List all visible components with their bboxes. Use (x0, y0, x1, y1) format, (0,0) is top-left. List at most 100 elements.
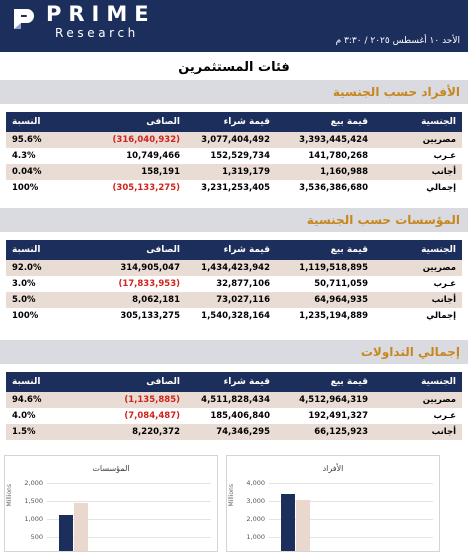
col-nationality: الجنسية (374, 112, 462, 132)
gridline (47, 537, 211, 538)
institutions-chart: المؤسسات Millions 2,000 1,500 1,000 500 (4, 455, 218, 552)
y-tick-label: 1,000 (24, 515, 43, 523)
cell-nationality: أجانب (374, 164, 462, 180)
cell-buy: 185,406,840 (210, 411, 270, 421)
cell-ratio: 100% (12, 183, 39, 193)
chart-ylabel: Millions (228, 484, 235, 507)
cell-sell: 3,536,386,680 (299, 183, 368, 193)
cell-net: (316,040,932) (86, 132, 186, 148)
cell-ratio: 4.0% (12, 411, 36, 421)
cell-sell: 1,235,194,889 (299, 311, 368, 321)
cell-nationality: عـرب (433, 411, 456, 421)
col-sell: قيمة بيع (276, 372, 374, 392)
cell-net: 8,062,181 (86, 292, 186, 308)
cell-net: 158,191 (86, 164, 186, 180)
institutions-table: النسبة الصافى قيمة شراء قيمة بيع الجنسية… (6, 240, 462, 324)
table-row: 3.0% (17,833,953) 32,877,106 50,711,059 … (6, 276, 462, 292)
y-tick-label: 1,000 (246, 533, 265, 541)
cell-buy: 4,511,828,434 (186, 392, 276, 408)
cell-ratio: 4.3% (12, 151, 36, 161)
y-tick-label: 2,000 (246, 515, 265, 523)
cell-buy: 1,434,423,942 (186, 260, 276, 276)
table-row-total: 100% (305,133,275) 3,231,253,405 3,536,3… (6, 180, 462, 196)
cell-buy: 1,540,328,164 (201, 311, 270, 321)
table-row: 4.3% 10,749,466 152,529,734 141,780,268 … (6, 148, 462, 164)
cell-buy: 73,027,116 (186, 292, 276, 308)
cell-ratio: 100% (12, 311, 39, 321)
individuals-table: النسبة الصافى قيمة شراء قيمة بيع الجنسية… (6, 112, 462, 196)
cell-ratio: 3.0% (12, 279, 36, 289)
cell-nationality: أجانب (374, 292, 462, 308)
total-trading-table: النسبة الصافى قيمة شراء قيمة بيع الجنسية… (6, 372, 462, 440)
y-tick-label: 3,000 (246, 497, 265, 505)
cell-sell: 64,964,935 (276, 292, 374, 308)
cell-nationality: عـرب (433, 151, 456, 161)
col-net: الصافى (86, 240, 186, 260)
section-band-institutions: المؤسسات حسب الجنسية (0, 208, 468, 232)
cell-ratio: 0.04% (6, 164, 86, 180)
cell-ratio: 94.6% (6, 392, 86, 408)
col-sell: قيمة بيع (276, 240, 374, 260)
bar-buy (74, 503, 88, 551)
cell-buy: 3,231,253,405 (201, 183, 270, 193)
cell-net: (1,135,885) (86, 392, 186, 408)
gridline (47, 501, 211, 502)
cell-sell: 4,512,964,319 (276, 392, 374, 408)
cell-net: (7,084,487) (124, 411, 180, 421)
cell-net: 314,905,047 (86, 260, 186, 276)
gridline (269, 483, 433, 484)
col-net: الصافى (86, 112, 186, 132)
cell-sell: 1,119,518,895 (276, 260, 374, 276)
cell-nationality: مصريين (374, 132, 462, 148)
table-row: 4.0% (7,084,487) 185,406,840 192,491,327… (6, 408, 462, 424)
table-row-total: 100% 305,133,275 1,540,328,164 1,235,194… (6, 308, 462, 324)
y-tick-label: 2,000 (24, 479, 43, 487)
cell-buy: 152,529,734 (210, 151, 270, 161)
bar-sell (59, 514, 73, 551)
bar-sell (281, 493, 295, 551)
chart-title: المؤسسات (92, 464, 130, 473)
section-band-individuals: الأفراد حسب الجنسية (0, 80, 468, 104)
col-net: الصافى (86, 372, 186, 392)
cell-nationality: إجمالي (426, 311, 456, 321)
cell-net: 10,749,466 (126, 151, 180, 161)
table-row: 1.5% 8,220,372 74,346,295 66,125,923 أجا… (6, 424, 462, 440)
cell-net: 8,220,372 (86, 424, 186, 440)
cell-sell: 192,491,327 (308, 411, 368, 421)
logo-text-primary: PRIME (46, 2, 156, 26)
gridline (47, 519, 211, 520)
col-nationality: الجنسية (374, 240, 462, 260)
bar-buy (296, 499, 310, 551)
section-title: المؤسسات حسب الجنسية (306, 213, 460, 227)
section-band-total-trading: إجمالي التداولات (0, 340, 468, 364)
col-nationality: الجنسية (374, 372, 462, 392)
table-header-row: النسبة الصافى قيمة شراء قيمة بيع الجنسية (6, 112, 462, 132)
cell-sell: 66,125,923 (276, 424, 374, 440)
logo-text-secondary: Research (55, 26, 139, 40)
col-ratio: النسبة (6, 372, 86, 392)
individuals-chart: الأفراد Millions 4,000 3,000 2,000 1,000 (226, 455, 440, 552)
cell-ratio: 92.0% (6, 260, 86, 276)
col-buy: قيمة شراء (186, 240, 276, 260)
gridline (269, 519, 433, 520)
cell-buy: 3,077,404,492 (186, 132, 276, 148)
cell-net: 305,133,275 (120, 311, 180, 321)
y-tick-label: 1,500 (24, 497, 43, 505)
report-date: الأحد ١٠ أغسطس ٢٠٢٥ / ٣:٣٠ م (335, 36, 460, 46)
col-ratio: النسبة (6, 112, 86, 132)
page-title: فئات المستثمرين (178, 60, 290, 75)
table-row: 95.6% (316,040,932) 3,077,404,492 3,393,… (6, 132, 462, 148)
table-row: 92.0% 314,905,047 1,434,423,942 1,119,51… (6, 260, 462, 276)
table-row: 94.6% (1,135,885) 4,511,828,434 4,512,96… (6, 392, 462, 408)
gridline (269, 501, 433, 502)
gridline (269, 537, 433, 538)
cell-buy: 1,319,179 (186, 164, 276, 180)
table-header-row: النسبة الصافى قيمة شراء قيمة بيع الجنسية (6, 372, 462, 392)
cell-sell: 3,393,445,424 (276, 132, 374, 148)
cell-nationality: أجانب (374, 424, 462, 440)
col-buy: قيمة شراء (186, 112, 276, 132)
gridline (47, 483, 211, 484)
section-title: إجمالي التداولات (360, 345, 460, 359)
cell-buy: 32,877,106 (216, 279, 270, 289)
col-sell: قيمة بيع (276, 112, 374, 132)
